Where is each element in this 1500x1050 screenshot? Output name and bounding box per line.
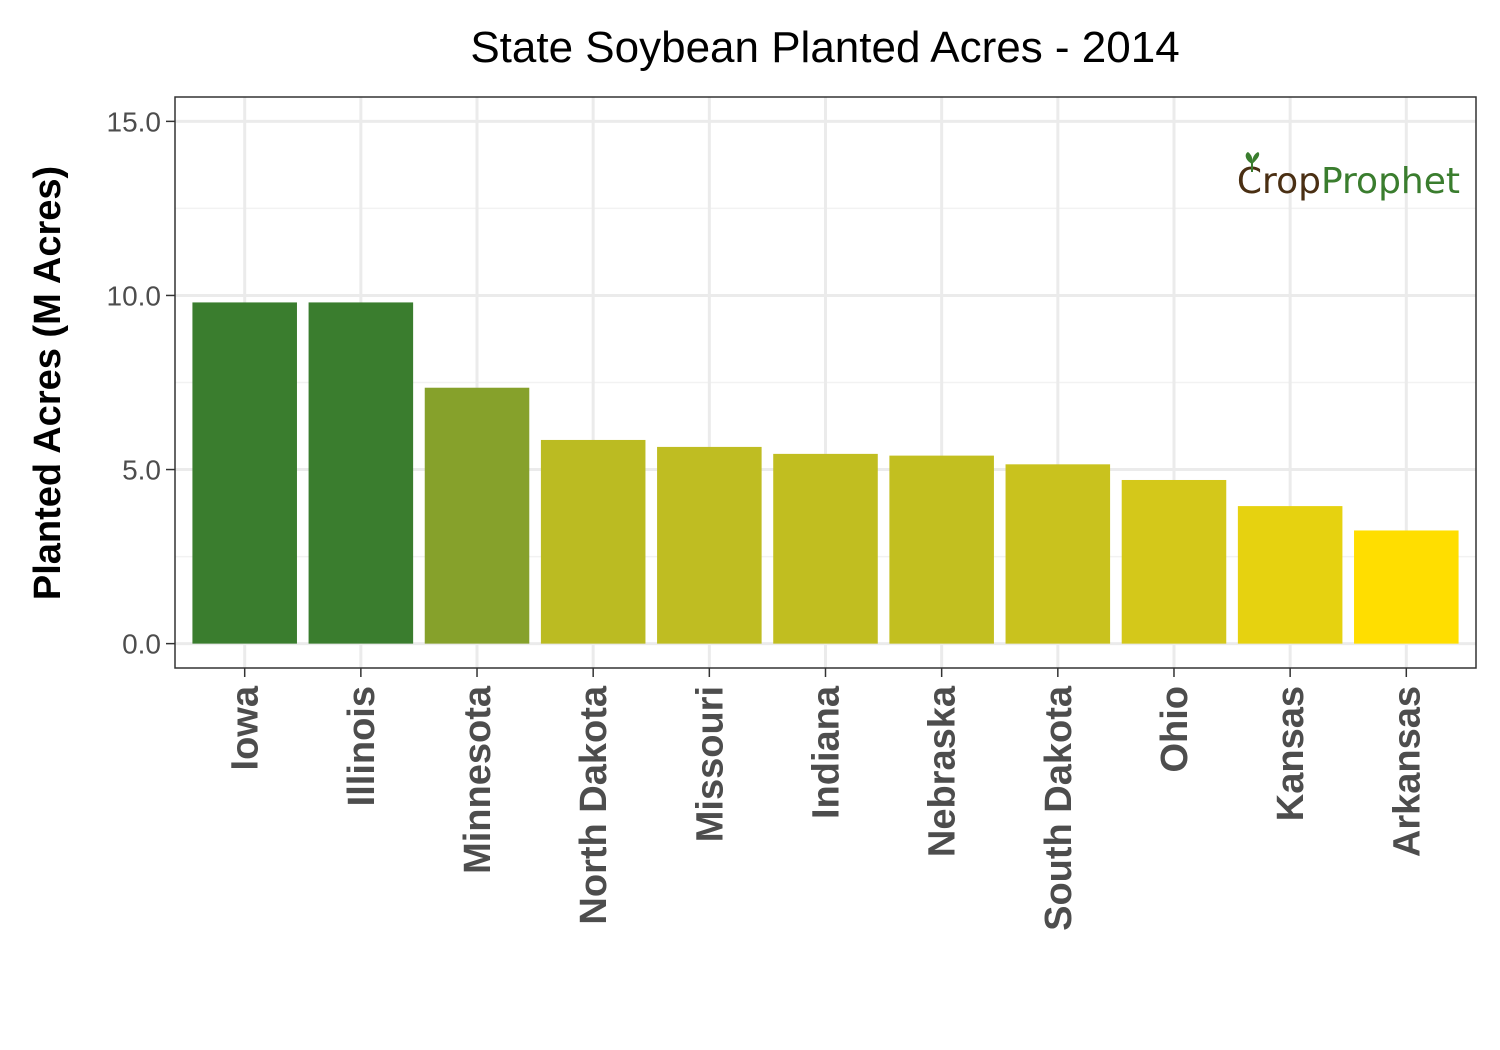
y-axis-ticks: 0.0 5.0 10.0 15.0	[107, 106, 175, 660]
logo-text: CropProphet	[1237, 161, 1460, 202]
logo-text-crop-1: Cr	[1237, 161, 1277, 202]
x-tick-label: South Dakota	[1038, 685, 1080, 931]
bar-series	[192, 302, 1459, 644]
y-tick-label: 0.0	[122, 629, 161, 660]
cropprophet-logo: CropProphet	[1237, 152, 1460, 202]
x-tick-label: North Dakota	[573, 685, 615, 924]
bar-north-dakota	[540, 439, 646, 644]
x-tick-label: Indiana	[806, 685, 848, 819]
sprout-icon	[1245, 152, 1260, 172]
y-tick-label: 15.0	[107, 106, 162, 137]
chart-title: State Soybean Planted Acres - 2014	[470, 23, 1179, 72]
y-tick-label: 5.0	[122, 455, 161, 486]
logo-text-prophet: Prophet	[1321, 161, 1460, 202]
bar-south-dakota	[1005, 464, 1111, 644]
x-tick-label: Missouri	[689, 686, 731, 842]
x-tick-label: Kansas	[1270, 686, 1312, 821]
bar-missouri	[657, 446, 762, 644]
x-tick-label: Illinois	[341, 686, 383, 806]
logo-text-crop-3: p	[1298, 161, 1321, 202]
bar-ohio	[1121, 479, 1227, 644]
bar-indiana	[773, 453, 878, 644]
y-axis-label: Planted Acres (M Acres)	[27, 166, 69, 600]
bar-arkansas	[1354, 530, 1459, 644]
x-tick-label: Iowa	[225, 685, 267, 770]
bar-iowa	[192, 302, 297, 644]
bar-nebraska	[889, 455, 994, 644]
x-tick-label: Minnesota	[457, 685, 499, 874]
logo-text-crop-2: o	[1276, 161, 1298, 202]
x-tick-label: Nebraska	[922, 685, 964, 857]
x-tick-label: Arkansas	[1386, 686, 1428, 857]
y-tick-label: 10.0	[107, 280, 162, 311]
x-axis-ticks: Iowa Illinois Minnesota North Dakota Missour…	[225, 668, 1428, 931]
bar-illinois	[308, 302, 414, 644]
bar-minnesota	[424, 387, 530, 644]
bar-kansas	[1237, 506, 1343, 644]
x-tick-label: Ohio	[1154, 686, 1196, 773]
